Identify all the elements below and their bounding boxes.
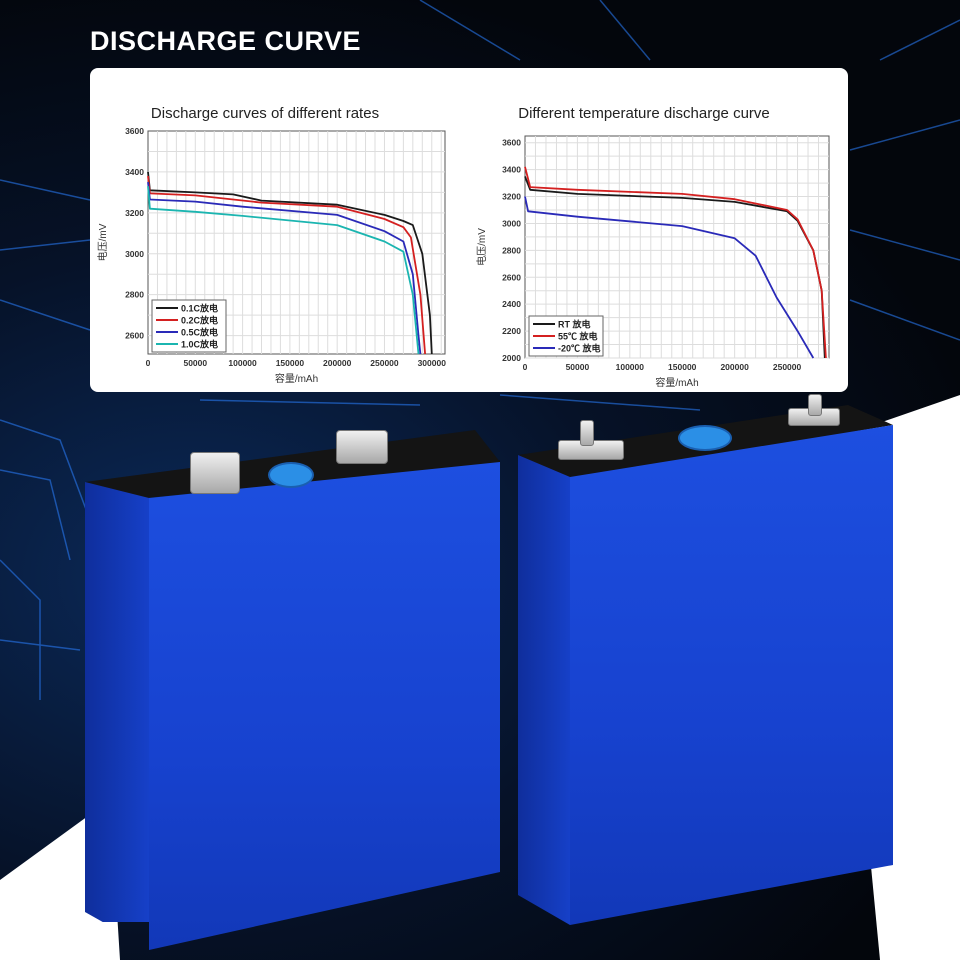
y-axis-label: 电压/mV [96,223,109,261]
x-tick-label: 50000 [566,362,590,372]
x-tick-label: 200000 [323,358,352,368]
y-tick-label: 3400 [502,165,521,175]
chart-title: Different temperature discharge curve [518,105,770,122]
y-tick-label: 3600 [502,138,521,148]
x-axis-label: 容量/mAh [275,372,318,385]
x-tick-label: 150000 [276,358,305,368]
chart-title: Discharge curves of different rates [151,105,379,122]
temperature-discharge-chart: Different temperature discharge curve 0 50… [475,105,830,389]
rate-discharge-chart: Discharge curves of different rates 0 5000… [96,105,447,385]
legend-label: 0.1C放电 [181,303,218,314]
y-tick-label: 3600 [125,126,144,136]
safety-vent [678,425,732,451]
page-title: DISCHARGE CURVE [90,26,362,56]
x-tick-label: 200000 [720,362,749,372]
terminal-icon [336,430,388,464]
x-tick-label: 300000 [418,358,447,368]
y-tick-label: 3200 [125,208,144,218]
y-tick-label: 2800 [502,245,521,255]
x-tick-label: 0 [523,362,528,372]
y-axis-label: 电压/mV [475,228,488,266]
legend-label: -20℃ 放电 [558,343,601,354]
y-tick-label: 2800 [125,290,144,300]
series-line-0 [147,171,433,355]
x-tick-label: 0 [146,358,151,368]
x-tick-label: 250000 [773,362,802,372]
y-tick-label: 3000 [502,218,521,228]
terminal-bolt-icon [808,394,822,416]
charts-panel: Discharge curves of different rates 0 5000… [90,68,848,392]
x-tick-label: 100000 [616,362,645,372]
series-line-1 [147,175,426,355]
legend-label: 1.0C放电 [181,339,218,350]
y-tick-label: 3200 [502,192,521,202]
y-tick-label: 3400 [125,167,144,177]
y-tick-label: 2200 [502,326,521,336]
series-line-1 [524,166,827,359]
legend-label: 0.2C放电 [181,315,218,326]
y-tick-label: 2000 [502,353,521,363]
terminal-icon [190,452,240,494]
terminal-bolt-icon [580,420,594,446]
x-tick-label: 250000 [370,358,399,368]
legend-label: RT 放电 [558,319,591,330]
y-tick-label: 2600 [502,272,521,282]
y-tick-label: 2400 [502,299,521,309]
series-line-2 [147,182,422,355]
x-tick-label: 150000 [668,362,697,372]
x-tick-label: 100000 [228,358,257,368]
x-tick-label: 50000 [183,358,207,368]
y-tick-label: 2600 [125,331,144,341]
x-axis-label: 容量/mAh [655,376,698,389]
safety-vent [268,462,314,488]
y-tick-label: 3000 [125,249,144,259]
series-line-3 [147,186,420,355]
legend-label: 0.5C放电 [181,327,218,338]
series-line-2 [524,196,815,359]
legend-label: 55℃ 放电 [558,331,598,342]
